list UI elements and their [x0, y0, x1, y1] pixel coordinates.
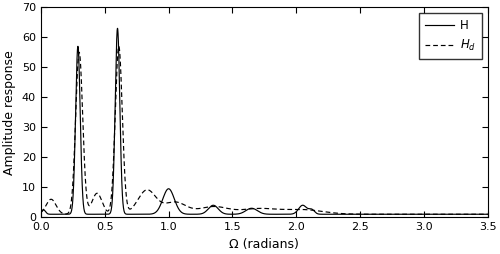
H — [406, 213, 411, 216]
$H_d$ — [116, 45, 122, 48]
Line: H: H — [41, 28, 488, 214]
H — [335, 213, 341, 216]
$H_d$ — [372, 213, 378, 216]
$H_d$ — [328, 211, 334, 214]
Line: $H_d$: $H_d$ — [41, 46, 488, 214]
Legend: H, $H_d$: H, $H_d$ — [418, 13, 482, 59]
H — [372, 213, 378, 216]
$H_d$ — [38, 211, 44, 214]
$H_d$ — [485, 213, 491, 216]
$H_d$ — [208, 205, 214, 208]
H — [208, 204, 214, 207]
H — [38, 211, 44, 214]
$H_d$ — [119, 107, 125, 110]
$H_d$ — [306, 208, 312, 211]
Y-axis label: Amplitude response: Amplitude response — [4, 50, 16, 175]
H — [114, 27, 120, 30]
$H_d$ — [474, 213, 480, 216]
H — [485, 213, 491, 216]
X-axis label: Ω (radians): Ω (radians) — [230, 238, 300, 251]
H — [119, 188, 125, 192]
$H_d$ — [406, 213, 411, 216]
H — [306, 207, 312, 210]
H — [328, 213, 334, 216]
